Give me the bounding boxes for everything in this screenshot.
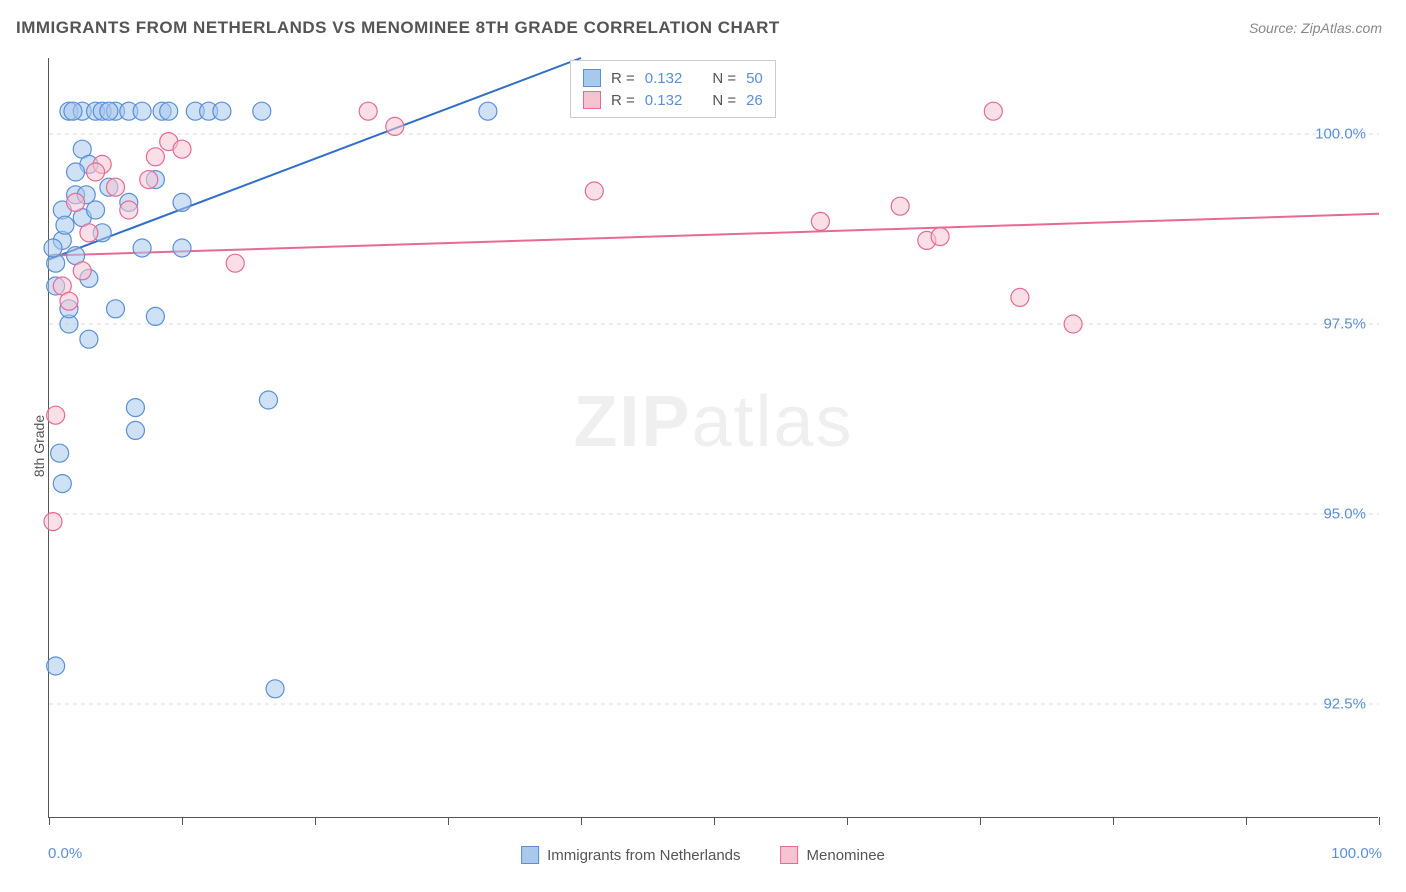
x-axis-max-label: 100.0% — [1331, 845, 1382, 862]
y-tick-label: 95.0% — [1323, 506, 1366, 523]
r-value: 0.132 — [645, 92, 683, 109]
x-tick — [1379, 817, 1380, 825]
data-point — [811, 212, 829, 230]
data-point — [359, 102, 377, 120]
n-value: 50 — [746, 70, 763, 87]
data-point — [107, 300, 125, 318]
bottom-legend: Immigrants from Netherlands Menominee — [521, 846, 885, 864]
data-point — [80, 330, 98, 348]
data-point — [931, 228, 949, 246]
n-value: 26 — [746, 92, 763, 109]
source-attribution: Source: ZipAtlas.com — [1249, 20, 1382, 36]
y-tick-label: 100.0% — [1315, 126, 1366, 143]
r-label: R = — [611, 92, 635, 109]
data-point — [253, 102, 271, 120]
stats-row: R = 0.132 N = 26 — [583, 89, 763, 111]
data-point — [173, 193, 191, 211]
data-point — [891, 197, 909, 215]
data-point — [67, 193, 85, 211]
trend-line — [49, 214, 1379, 256]
r-label: R = — [611, 70, 635, 87]
legend-label: Menominee — [807, 847, 885, 864]
stats-box: R = 0.132 N = 50 R = 0.132 N = 26 — [570, 60, 776, 118]
data-point — [67, 163, 85, 181]
data-point — [80, 224, 98, 242]
data-point — [173, 140, 191, 158]
data-point — [44, 513, 62, 531]
data-point — [120, 201, 138, 219]
data-point — [73, 262, 91, 280]
data-point — [107, 178, 125, 196]
data-point — [585, 182, 603, 200]
x-tick — [1113, 817, 1114, 825]
legend-swatch — [583, 91, 601, 109]
data-point — [100, 102, 118, 120]
data-point — [47, 657, 65, 675]
x-tick — [581, 817, 582, 825]
x-tick — [49, 817, 50, 825]
y-axis-label: 8th Grade — [31, 415, 47, 477]
plot-svg — [49, 58, 1378, 817]
data-point — [226, 254, 244, 272]
y-tick-label: 97.5% — [1323, 316, 1366, 333]
data-point — [1064, 315, 1082, 333]
x-tick — [980, 817, 981, 825]
data-point — [213, 102, 231, 120]
stats-row: R = 0.132 N = 50 — [583, 67, 763, 89]
data-point — [133, 239, 151, 257]
data-point — [1011, 288, 1029, 306]
data-point — [146, 148, 164, 166]
data-point — [140, 171, 158, 189]
x-axis-min-label: 0.0% — [48, 845, 82, 862]
legend-swatch — [521, 846, 539, 864]
data-point — [56, 216, 74, 234]
chart-title: IMMIGRANTS FROM NETHERLANDS VS MENOMINEE… — [16, 18, 780, 38]
x-tick — [315, 817, 316, 825]
legend-item: Immigrants from Netherlands — [521, 846, 740, 864]
data-point — [146, 307, 164, 325]
data-point — [160, 102, 178, 120]
data-point — [51, 444, 69, 462]
x-tick — [448, 817, 449, 825]
x-tick — [1246, 817, 1247, 825]
data-point — [64, 102, 82, 120]
data-point — [479, 102, 497, 120]
data-point — [984, 102, 1002, 120]
legend-swatch — [781, 846, 799, 864]
data-point — [126, 399, 144, 417]
data-point — [259, 391, 277, 409]
data-point — [126, 421, 144, 439]
data-point — [266, 680, 284, 698]
x-tick — [847, 817, 848, 825]
n-label: N = — [712, 92, 736, 109]
legend-item: Menominee — [781, 846, 885, 864]
data-point — [44, 239, 62, 257]
data-point — [173, 239, 191, 257]
x-tick — [714, 817, 715, 825]
data-point — [133, 102, 151, 120]
legend-label: Immigrants from Netherlands — [547, 847, 740, 864]
x-tick — [182, 817, 183, 825]
data-point — [386, 117, 404, 135]
plot-area: ZIPatlas 92.5%95.0%97.5%100.0% — [48, 58, 1378, 818]
r-value: 0.132 — [645, 70, 683, 87]
data-point — [47, 406, 65, 424]
trend-line — [49, 58, 581, 259]
n-label: N = — [712, 70, 736, 87]
chart-container: IMMIGRANTS FROM NETHERLANDS VS MENOMINEE… — [0, 0, 1406, 892]
data-point — [87, 163, 105, 181]
y-tick-label: 92.5% — [1323, 696, 1366, 713]
data-point — [60, 292, 78, 310]
legend-swatch — [583, 69, 601, 87]
data-point — [53, 475, 71, 493]
